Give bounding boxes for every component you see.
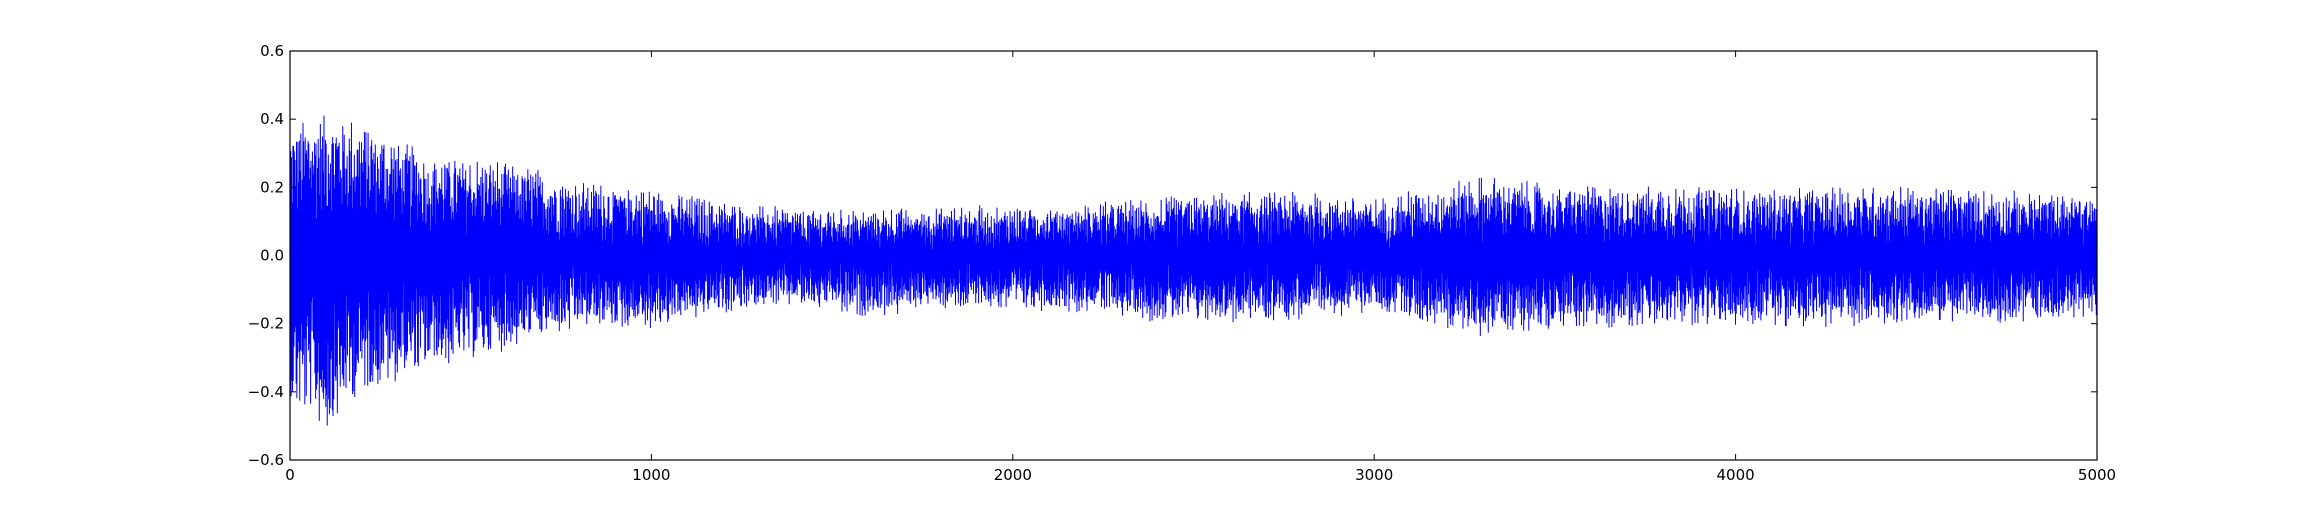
x-tick-label: 1000 [632, 466, 670, 484]
y-tick-label: 0.2 [260, 178, 284, 196]
y-tick-label: −0.4 [248, 383, 284, 401]
signal-layer [289, 115, 2098, 426]
x-tick-label: 2000 [994, 466, 1032, 484]
y-tick-label: 0.6 [260, 42, 284, 60]
x-tick-label: 0 [285, 466, 295, 484]
x-tick-label: 5000 [2078, 466, 2116, 484]
signal-line [289, 115, 2098, 426]
x-tick-label: 3000 [1355, 466, 1393, 484]
x-tick-label: 4000 [1717, 466, 1755, 484]
plot-frame [289, 50, 2098, 461]
y-tick-label: −0.2 [248, 315, 284, 333]
y-tick-label: −0.6 [248, 451, 284, 469]
y-tick-label: 0.4 [260, 110, 284, 128]
y-tick-label: 0.0 [260, 247, 284, 265]
